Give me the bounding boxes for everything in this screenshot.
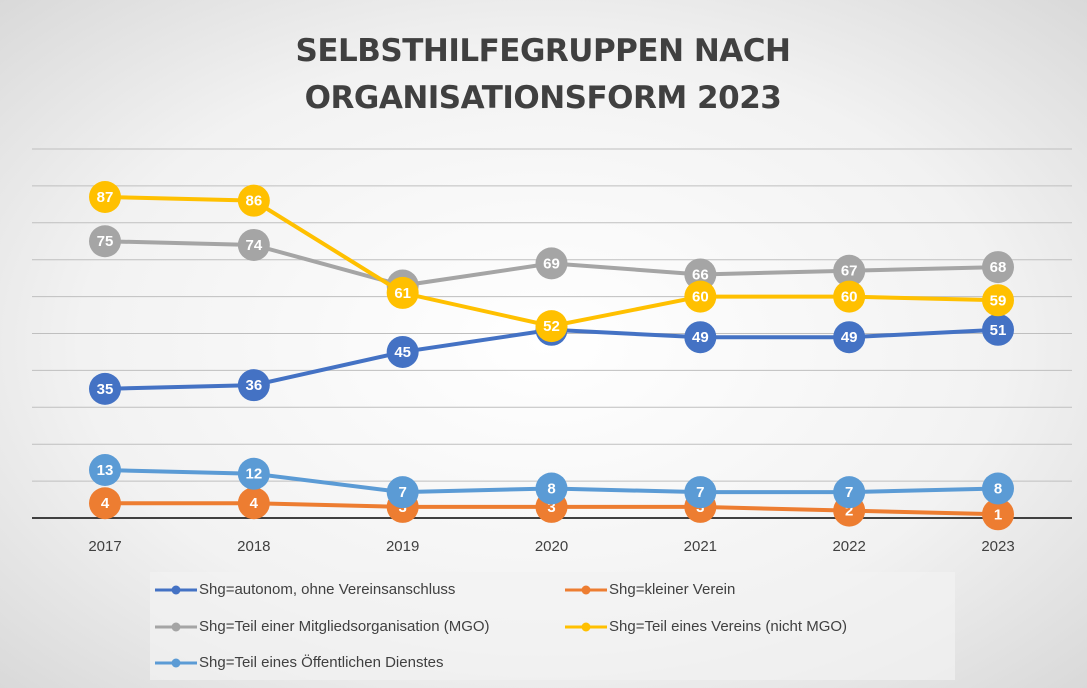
legend-marker [581, 622, 591, 632]
legend-label: Shg=Teil eines Öffentlichen Dienstes [199, 653, 443, 671]
data-label: 1 [994, 506, 1002, 523]
chart-title: SELBSTHILFEGRUPPEN NACH ORGANISATIONSFOR… [295, 33, 791, 116]
legend-marker [171, 622, 181, 632]
data-point [237, 369, 270, 402]
data-label: 12 [245, 466, 262, 483]
data-label: 45 [394, 344, 411, 361]
data-point [237, 228, 270, 261]
data-point [89, 454, 121, 487]
legend-marker [171, 658, 181, 668]
legend-box [150, 572, 955, 680]
data-point [386, 335, 419, 368]
x-tick-label: 2018 [237, 538, 270, 555]
data-label: 8 [547, 480, 555, 497]
data-label: 7 [398, 484, 406, 501]
data-point [833, 280, 866, 313]
data-label: 2 [845, 503, 853, 520]
data-label: 51 [990, 322, 1007, 339]
data-label: 4 [250, 495, 259, 512]
data-label: 87 [97, 189, 114, 206]
data-point [89, 225, 121, 258]
legend-marker [581, 585, 591, 595]
data-label: 4 [101, 495, 110, 512]
data-point [386, 476, 419, 509]
data-point [982, 313, 1014, 346]
data-label: 66 [692, 266, 709, 283]
x-tick-label: 2017 [88, 538, 121, 555]
x-tick-label: 2022 [832, 538, 865, 555]
data-point [833, 254, 866, 287]
data-point [982, 472, 1014, 505]
data-point [684, 280, 717, 313]
x-tick-label: 2023 [981, 538, 1014, 555]
data-label: 49 [841, 329, 858, 346]
data-label: 13 [97, 462, 114, 479]
data-label: 8 [994, 480, 1002, 497]
data-label: 49 [692, 329, 709, 346]
data-label: 7 [845, 484, 853, 501]
data-point [982, 498, 1014, 531]
data-label: 61 [394, 285, 411, 302]
data-point [237, 457, 270, 490]
data-point [237, 184, 270, 217]
data-label: 74 [245, 237, 262, 254]
data-label: 75 [97, 233, 114, 250]
data-label: 52 [543, 318, 560, 335]
legend-label: Shg=Teil eines Vereins (nicht MGO) [609, 618, 847, 635]
data-label: 60 [692, 289, 709, 306]
x-tick-label: 2019 [386, 538, 419, 555]
data-label: 67 [841, 263, 858, 280]
data-label: 68 [990, 259, 1007, 276]
data-label: 59 [990, 292, 1007, 309]
data-point [684, 258, 717, 291]
legend-label: Shg=autonom, ohne Vereinsanschluss [199, 581, 455, 598]
data-label: 36 [245, 377, 262, 394]
legend-label: Shg=kleiner Verein [609, 581, 735, 598]
data-point [89, 487, 121, 520]
data-point [982, 251, 1014, 284]
data-label: 35 [97, 381, 114, 398]
data-label: 69 [543, 255, 560, 272]
data-point [833, 321, 866, 354]
data-label: 86 [245, 193, 262, 210]
data-point [535, 310, 568, 343]
data-point [833, 476, 866, 509]
data-point [684, 476, 717, 509]
data-point [535, 247, 568, 280]
data-label: 60 [841, 289, 858, 306]
legend-marker [171, 585, 181, 595]
data-point [386, 276, 419, 309]
x-tick-label: 2020 [535, 538, 568, 555]
data-point [89, 372, 121, 405]
data-point [982, 284, 1014, 317]
data-point [684, 321, 717, 354]
data-point [535, 472, 568, 505]
legend-label: Shg=Teil einer Mitgliedsorganisation (MG… [199, 618, 490, 635]
data-point [89, 180, 121, 213]
data-label: 3 [547, 499, 555, 516]
data-label: 7 [696, 484, 704, 501]
data-point [237, 487, 270, 520]
x-tick-label: 2021 [684, 538, 717, 555]
